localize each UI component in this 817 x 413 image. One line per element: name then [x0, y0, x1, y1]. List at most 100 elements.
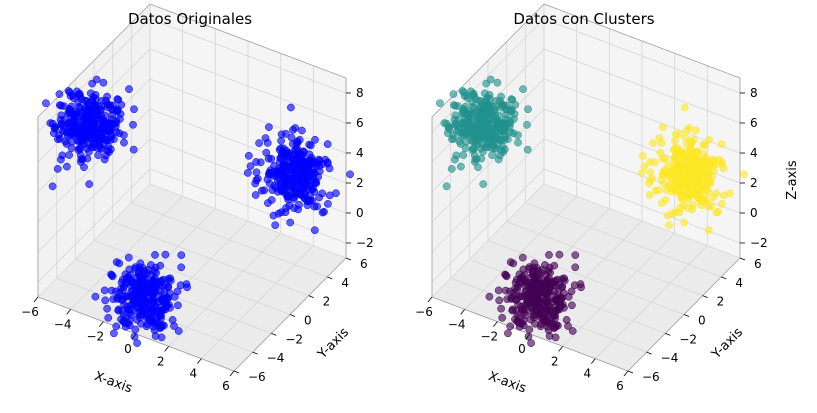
z-tick-label: 4 [750, 146, 758, 160]
scatter-point [447, 165, 456, 173]
scatter-point [515, 319, 524, 328]
y-tick-label: 4 [341, 276, 349, 290]
scatter-point [507, 106, 515, 115]
z-tick-label: 4 [356, 146, 364, 160]
scatter-point [497, 304, 505, 313]
x-tick-label: −2 [480, 330, 498, 344]
x-ticks: −6 −4 −2 0 2 4 6 [415, 296, 629, 393]
scatter-point [562, 316, 571, 324]
scatter-point [105, 123, 114, 131]
scatter-point [281, 160, 290, 169]
scatter-point [94, 114, 102, 123]
scatter-point [311, 178, 319, 187]
scatter-point [298, 126, 306, 135]
scatter-point [661, 155, 670, 163]
panel-datos-con-clusters: −6−4−20246−6−4−20246−202468X-axisY-axisZ… [415, 3, 800, 397]
scatter-point [740, 170, 748, 179]
scatter-point [283, 192, 292, 201]
scatter-point [486, 108, 495, 116]
x-axis-label: X-axis [486, 369, 528, 397]
scatter-point [534, 295, 543, 304]
scatter-point [478, 140, 487, 148]
scatter-point [263, 139, 272, 147]
scatter-point [440, 119, 449, 127]
scatter-point [77, 155, 86, 164]
scatter-point [265, 169, 274, 177]
scatter-point [110, 329, 118, 338]
scatter-point [456, 140, 465, 148]
scatter-point [94, 151, 103, 160]
scatter-point [514, 138, 522, 147]
scatter-point [103, 304, 111, 313]
scatter-point [255, 139, 263, 147]
scatter-point [488, 151, 497, 160]
scatter-point [689, 136, 698, 144]
scatter-point [702, 185, 711, 194]
x-tick-label: −4 [54, 317, 72, 331]
scatter-point [252, 158, 260, 166]
scatter-point [517, 292, 526, 301]
scatter-point [323, 140, 332, 148]
scatter-point [63, 162, 71, 171]
scatter-point [130, 332, 139, 341]
scatter-point [571, 263, 580, 272]
y-tick-label: 2 [717, 295, 725, 309]
scatter-point [558, 283, 567, 291]
scatter-point [146, 302, 154, 311]
scatter-point [287, 103, 295, 112]
scatter-point [488, 114, 496, 123]
scatter-point [684, 155, 693, 164]
y-tick-label: −2 [285, 332, 303, 346]
scatter-point [675, 160, 684, 169]
z-tick-label: 8 [750, 86, 758, 100]
scatter-point [280, 186, 289, 195]
z-tick-label: 6 [356, 116, 364, 130]
scatter-point [665, 221, 674, 230]
scatter-point [691, 171, 699, 180]
scatter-point [65, 151, 73, 159]
scatter-point [540, 316, 549, 324]
scatter-point [715, 155, 724, 164]
scatter-point [310, 226, 319, 235]
scatter-point [252, 168, 261, 177]
scatter-point [499, 123, 508, 131]
scatter-point [470, 145, 479, 153]
scatter-point [88, 79, 97, 88]
scatter-point [480, 127, 489, 135]
scatter-point [146, 316, 155, 324]
scatter-point [140, 280, 148, 288]
scatter-point [269, 211, 278, 220]
scatter-point [681, 103, 689, 112]
scatter-point [86, 89, 95, 98]
scatter-point [527, 339, 535, 347]
scatter-point [637, 169, 646, 177]
z-tick-label: 2 [750, 176, 758, 190]
scatter-point [457, 132, 466, 140]
scatter-point [697, 197, 706, 206]
scatter-point [707, 202, 715, 211]
scatter-point [92, 108, 101, 116]
y-tick-label: −2 [679, 332, 697, 346]
scatter-point [117, 100, 126, 109]
scatter-point [480, 89, 489, 98]
scatter-points [42, 75, 354, 347]
scatter-point [129, 120, 137, 129]
scatter-point [313, 202, 321, 211]
scatter-point [459, 151, 467, 159]
scatter-point [72, 110, 81, 119]
scatter-point [475, 117, 484, 126]
scatter-point [555, 250, 564, 259]
scatter-point [295, 200, 303, 209]
z-ticks: −2 0 2 4 6 8 [346, 86, 374, 250]
x-tick-label: −6 [21, 305, 39, 319]
scatter-point [545, 332, 554, 340]
scatter-point [332, 189, 340, 198]
y-tick-label: 0 [698, 314, 706, 328]
scatter-point [449, 90, 458, 98]
scatter-point [717, 140, 726, 148]
scatter-point [76, 104, 85, 112]
scatter-point [519, 85, 527, 93]
scatter-point [479, 147, 487, 156]
scatter-point [542, 289, 551, 298]
